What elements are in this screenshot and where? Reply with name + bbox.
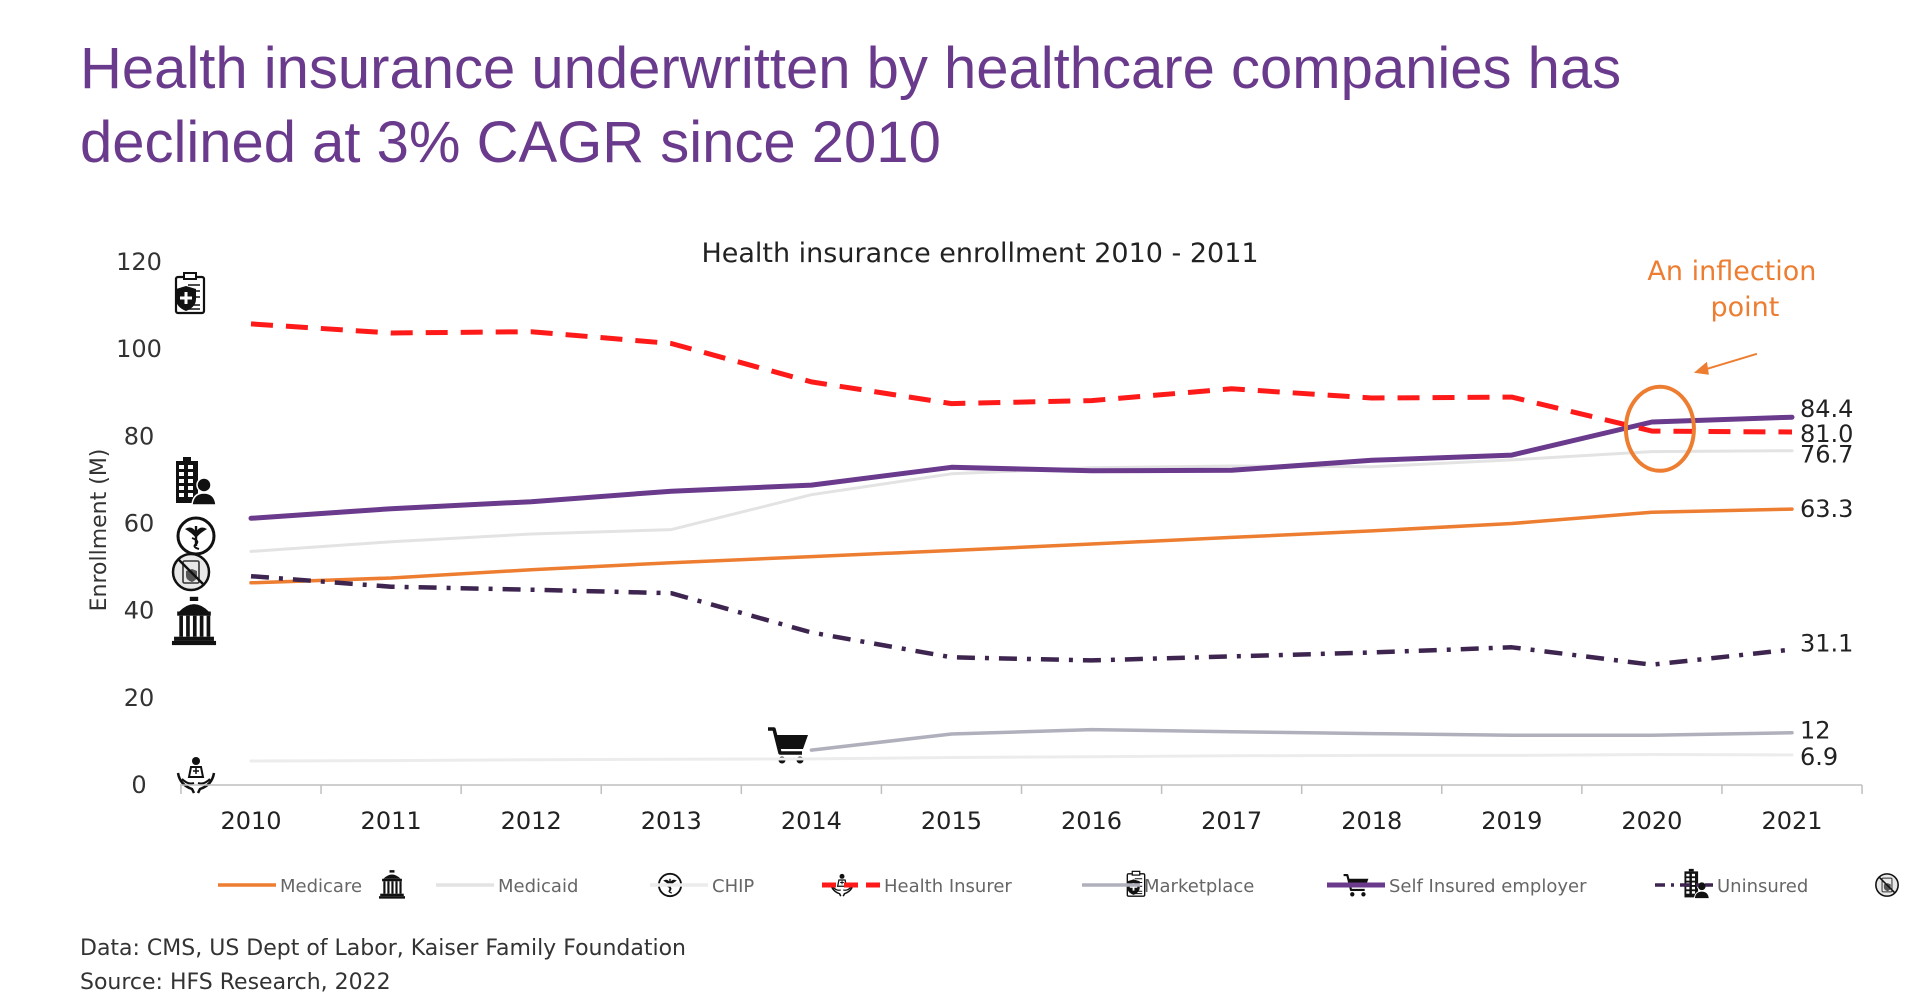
series-line-medicaid	[249, 449, 1794, 553]
y-tick-label: 100	[116, 335, 162, 363]
end-label: 12	[1800, 717, 1831, 745]
y-tick-label: 80	[124, 422, 155, 450]
page-title: Health insurance underwritten by healthc…	[80, 32, 1840, 180]
x-tick-label: 2015	[921, 807, 982, 835]
legend-label: Medicare	[280, 876, 362, 897]
chart-title: Health insurance enrollment 2010 - 2011	[701, 238, 1258, 269]
legend-item-uninsured: Uninsured	[1655, 873, 1899, 897]
end-labels: 63.3 76.7 6.9 81.0 12 84.4 31.1	[1800, 395, 1853, 771]
baby-hands-icon	[176, 757, 216, 794]
series-icons	[171, 272, 808, 794]
legend-label: Marketplace	[1144, 876, 1254, 897]
series-line-health-insurer	[250, 321, 1793, 435]
title-line-2: declined at 3% CAGR since 2010	[80, 110, 941, 175]
x-tick-label: 2016	[1061, 807, 1122, 835]
legend-item-medicaid: Medicaid	[436, 872, 683, 898]
legend-label: Medicaid	[498, 876, 578, 897]
capitol-building-icon	[378, 870, 406, 899]
x-tick-label: 2020	[1621, 807, 1682, 835]
x-tick-label: 2010	[220, 807, 281, 835]
legend-item-marketplace: Marketplace	[1082, 873, 1369, 897]
annotation-arrow-head	[1693, 361, 1709, 375]
legend-label: Health Insurer	[884, 876, 1012, 897]
footnote: Data: CMS, US Dept of Labor, Kaiser Fami…	[80, 932, 686, 1000]
series-line-uninsured	[250, 573, 1793, 667]
end-label: 63.3	[1800, 495, 1853, 523]
capitol-building-icon	[171, 596, 217, 646]
series-line-chip	[249, 753, 1794, 763]
x-tick-label: 2011	[361, 807, 422, 835]
source-credit: Source: HFS Research, 2022	[80, 970, 391, 995]
y-axis: 0 20 40 60 80 100 120	[116, 248, 162, 799]
employer-building-icon	[176, 457, 217, 506]
data-credit: Data: CMS, US Dept of Labor, Kaiser Fami…	[80, 936, 686, 961]
legend-label: Uninsured	[1717, 876, 1808, 897]
legend-item-self-insured-employer: Self Insured employer	[1327, 868, 1710, 900]
end-label: 84.4	[1800, 395, 1853, 423]
x-axis: 2010 2011 2012 2013 2014 2015 2016 2017 2018 2019…	[180, 785, 1863, 835]
x-tick-label: 2014	[781, 807, 842, 835]
x-tick-label: 2021	[1761, 807, 1822, 835]
y-tick-label: 120	[116, 248, 162, 276]
y-tick-label: 60	[124, 510, 155, 538]
inflection-annotation: An inflection point	[1623, 256, 1816, 473]
x-tick-label: 2018	[1341, 807, 1402, 835]
y-tick-label: 40	[124, 597, 155, 625]
y-tick-label: 20	[124, 684, 155, 712]
shopping-cart-icon	[768, 727, 808, 764]
annotation-arrow-line	[1703, 352, 1758, 371]
x-tick-label: 2013	[641, 807, 702, 835]
no-insurance-icon	[171, 552, 211, 592]
title-line-1: Health insurance underwritten by healthc…	[80, 36, 1622, 101]
no-insurance-icon	[1875, 873, 1899, 897]
series-line-medicare	[249, 507, 1794, 585]
annotation-text-line-1: An inflection	[1647, 256, 1816, 287]
end-label: 81.0	[1800, 420, 1853, 448]
end-label: 76.7	[1800, 441, 1853, 469]
annotation-text-line-2: point	[1710, 292, 1779, 323]
legend: Medicare Medicaid CHIP Health Insurer Market…	[218, 868, 1899, 900]
end-label: 6.9	[1800, 743, 1838, 771]
inflection-circle	[1623, 384, 1696, 473]
x-tick-label: 2017	[1201, 807, 1262, 835]
series-lines	[248, 321, 1795, 763]
x-tick-label: 2019	[1481, 807, 1542, 835]
end-label: 31.1	[1800, 629, 1853, 657]
legend-label: Self Insured employer	[1389, 876, 1587, 897]
insurance-policy-icon	[174, 272, 206, 315]
legend-label: CHIP	[712, 876, 754, 897]
series-line-self-insured-employer	[248, 414, 1795, 521]
legend-item-medicare: Medicare	[218, 870, 406, 899]
x-tick-label: 2012	[501, 807, 562, 835]
y-tick-label: 0	[131, 771, 146, 799]
y-axis-title: Enrollment (M)	[87, 449, 112, 612]
caduceus-icon	[176, 516, 216, 556]
series-line-marketplace	[809, 727, 1794, 752]
legend-item-chip: CHIP	[650, 873, 854, 897]
